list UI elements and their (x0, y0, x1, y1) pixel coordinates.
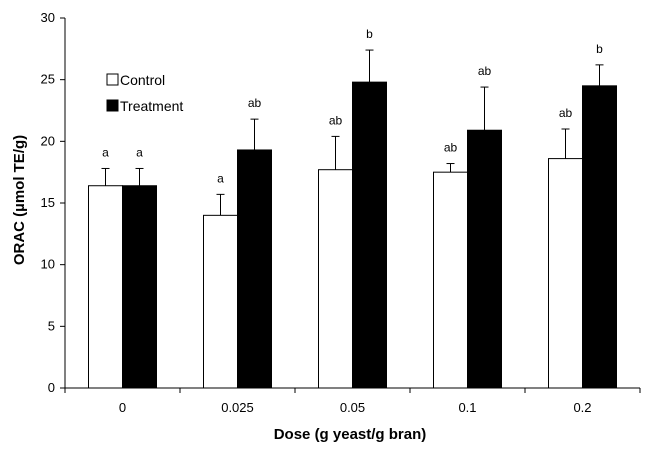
legend-swatch-control (106, 73, 119, 86)
significance-label: a (102, 145, 109, 159)
significance-label: ab (444, 141, 458, 155)
significance-labels: a a ab ab ab a ab b ab b (102, 27, 603, 185)
legend: Control Treatment (106, 72, 183, 114)
bar-control-1 (203, 214, 238, 389)
bar-treatment-2 (352, 81, 387, 389)
x-tick-label: 0.2 (573, 400, 591, 415)
x-tick-label: 0.1 (458, 400, 476, 415)
significance-label: b (366, 27, 373, 41)
tick-labels: 0 5 10 15 20 25 30 0 0.025 0.05 0.1 0.2 (41, 10, 592, 415)
y-tick-label: 20 (41, 133, 55, 148)
bar-control-4 (548, 158, 583, 389)
significance-label: b (596, 42, 603, 56)
legend-swatch-treatment (106, 99, 119, 112)
x-tick-label: 0.05 (340, 400, 365, 415)
y-tick-label: 30 (41, 10, 55, 25)
bars (88, 81, 617, 389)
y-tick-label: 15 (41, 195, 55, 210)
significance-label: a (136, 145, 143, 159)
bar-control-3 (433, 171, 468, 389)
x-tick-label: 0.025 (221, 400, 254, 415)
bar-treatment-4 (582, 85, 617, 389)
significance-label: ab (248, 96, 262, 110)
legend-label-control: Control (120, 72, 165, 88)
y-axis-title: ORAC (µmol TE/g) (11, 135, 28, 265)
x-tick-label: 0 (119, 400, 126, 415)
significance-label: ab (478, 64, 492, 78)
significance-label: ab (329, 113, 343, 127)
y-tick-label: 5 (48, 318, 55, 333)
y-tick-label: 0 (48, 380, 55, 395)
y-tick-label: 10 (41, 257, 55, 272)
bar-treatment-3 (467, 129, 502, 389)
bar-treatment-1 (237, 149, 272, 389)
bar-control-2 (318, 169, 353, 389)
bar-control-0 (88, 185, 123, 389)
significance-label: a (217, 171, 224, 185)
y-tick-label: 25 (41, 72, 55, 87)
legend-label-treatment: Treatment (120, 98, 183, 114)
x-axis-title: Dose (g yeast/g bran) (274, 426, 427, 443)
significance-label: ab (559, 106, 573, 120)
bar-treatment-0 (122, 185, 157, 389)
error-bars (101, 49, 604, 216)
axes (60, 17, 641, 393)
